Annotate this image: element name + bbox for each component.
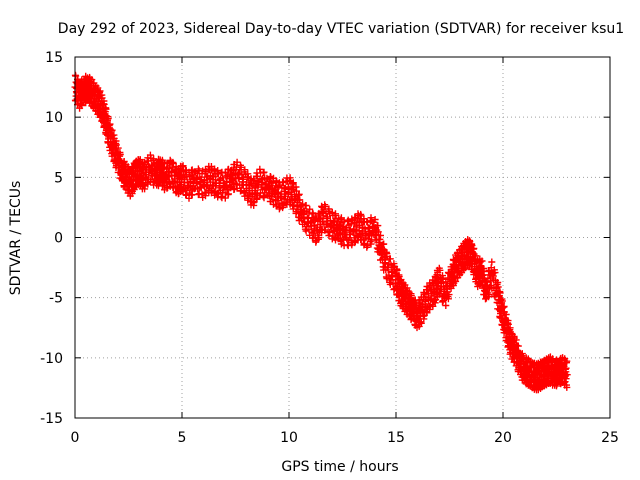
x-tick-label: 10 xyxy=(280,430,298,446)
axes: 0 5 10 15 20 25 -15 -10 -5 0 5 10 15 xyxy=(40,50,619,446)
x-tick-label: 5 xyxy=(178,430,187,446)
y-tick-label: 5 xyxy=(54,170,63,186)
y-tick-label: -5 xyxy=(49,291,63,307)
y-tick-label: 10 xyxy=(45,110,63,126)
data-point-band xyxy=(71,71,571,394)
y-tick-label: -15 xyxy=(40,411,63,427)
y-tick-label: 0 xyxy=(54,231,63,247)
y-tick-label: -10 xyxy=(40,351,63,367)
x-tick-label: 15 xyxy=(387,430,405,446)
y-axis-label: SDTVAR / TECUs xyxy=(8,181,24,296)
grid xyxy=(75,57,610,418)
y-tick-label: 15 xyxy=(45,50,63,66)
x-tick-label: 20 xyxy=(494,430,512,446)
series-sdtvar xyxy=(71,71,571,394)
x-axis-label: GPS time / hours xyxy=(281,459,398,475)
x-tick-label: 25 xyxy=(601,430,619,446)
data-series xyxy=(71,71,571,394)
x-tick-label: 0 xyxy=(71,430,80,446)
chart-title: Day 292 of 2023, Sidereal Day-to-day VTE… xyxy=(58,21,624,37)
